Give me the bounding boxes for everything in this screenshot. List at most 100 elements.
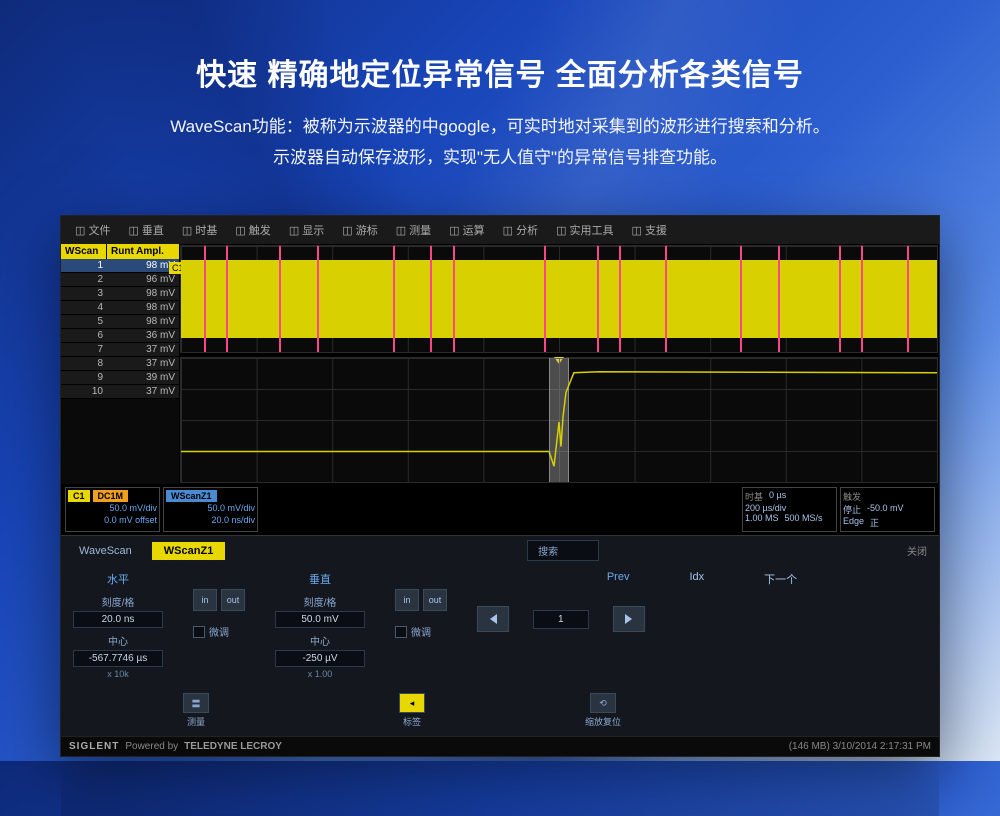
vert-scale-input[interactable]: 50.0 mV <box>275 611 365 628</box>
c1-offset: 0.0 mV offset <box>68 515 157 527</box>
menu-item[interactable]: ◫ 测量 <box>388 220 439 240</box>
event-marker <box>279 246 281 352</box>
table-row[interactable]: 296 mV <box>61 273 179 287</box>
event-marker <box>226 246 228 352</box>
timebase-box[interactable]: 时基0 µs 200 µs/div 1.00 MS500 MS/s <box>742 487 837 532</box>
triangle-right-icon <box>625 614 632 624</box>
horiz-out-button[interactable]: out <box>221 589 245 611</box>
menu-bar: ◫ 文件◫ 垂直◫ 时基◫ 触发◫ 显示◫ 游标◫ 测量◫ 运算◫ 分析◫ 实用… <box>61 216 939 244</box>
table-row[interactable]: 598 mV <box>61 315 179 329</box>
menu-item[interactable]: ◫ 垂直 <box>120 220 171 240</box>
next-button[interactable] <box>613 606 645 632</box>
table-row[interactable]: 636 mV <box>61 329 179 343</box>
menu-item[interactable]: ◫ 支援 <box>624 220 675 240</box>
table-row[interactable]: 198 mV <box>61 259 179 273</box>
table-col2: Runt Ampl. <box>107 244 179 259</box>
event-marker <box>453 246 455 352</box>
overview-chart[interactable]: C1 <box>180 245 938 353</box>
event-marker <box>317 246 319 352</box>
tab-wavescan[interactable]: WaveScan <box>67 542 144 560</box>
channel-info-bar: C1DC1M 50.0 mV/div 0.0 mV offset WScanZ1… <box>61 484 939 535</box>
reset-icon: ⟲ <box>590 693 616 713</box>
page-sub1: WaveScan功能：被称为示波器的中google，可实时地对采集到的波形进行搜… <box>20 112 980 143</box>
menu-item[interactable]: ◫ 游标 <box>334 220 385 240</box>
event-marker <box>544 246 546 352</box>
zoom-hscale: 20.0 ns/div <box>166 515 255 527</box>
event-marker <box>907 246 909 352</box>
tab-wscanz1[interactable]: WScanZ1 <box>152 542 226 560</box>
panel-tabs: WaveScan WScanZ1 搜索 关闭 <box>61 536 939 565</box>
results-table: WScan Runt Ampl. 198 mV296 mV398 mV498 m… <box>61 244 179 484</box>
table-header: WScan Runt Ampl. <box>61 244 179 259</box>
menu-item[interactable]: ◫ 分析 <box>495 220 546 240</box>
vert-header: 垂直 <box>275 571 365 587</box>
menu-item[interactable]: ◫ 触发 <box>227 220 278 240</box>
prev-button[interactable] <box>477 606 509 632</box>
search-field[interactable]: 搜索 <box>527 540 599 561</box>
table-row[interactable]: 737 mV <box>61 343 179 357</box>
waveform-area: C1 <box>179 244 939 484</box>
menu-item[interactable]: ◫ 文件 <box>67 220 118 240</box>
horiz-center-input[interactable]: -567.7746 µs <box>73 650 163 667</box>
vert-in-button[interactable]: in <box>395 589 419 611</box>
status-bar: SIGLENT Powered by TELEDYNE LECROY (146 … <box>61 736 939 756</box>
oscilloscope-window: ◫ 文件◫ 垂直◫ 时基◫ 触发◫ 显示◫ 游标◫ 测量◫ 运算◫ 分析◫ 实用… <box>60 215 940 757</box>
measure-icon: 〓 <box>183 693 209 713</box>
menu-item[interactable]: ◫ 运算 <box>441 220 492 240</box>
event-marker <box>430 246 432 352</box>
table-row[interactable]: 939 mV <box>61 371 179 385</box>
trigger-box[interactable]: 触发 停止-50.0 mV Edge正 <box>840 487 935 532</box>
waveform-band <box>181 260 937 338</box>
event-marker <box>839 246 841 352</box>
triangle-left-icon <box>490 614 497 624</box>
event-marker <box>778 246 780 352</box>
menu-item[interactable]: ◫ 实用工具 <box>548 220 621 240</box>
event-marker <box>665 246 667 352</box>
table-row[interactable]: 498 mV <box>61 301 179 315</box>
table-row[interactable]: 837 mV <box>61 357 179 371</box>
coupling-chip: DC1M <box>93 490 129 502</box>
event-marker <box>740 246 742 352</box>
measure-button[interactable]: 〓测量 <box>183 693 209 728</box>
zoom-chip: WScanZ1 <box>166 490 217 502</box>
zoom-vscale: 50.0 mV/div <box>166 503 255 515</box>
status-text: (146 MB) 3/10/2014 2:17:31 PM <box>789 741 931 752</box>
vertical-controls: 垂直 刻度/格 50.0 mV 中心 -250 µV x 1.00 <box>275 571 365 679</box>
event-marker <box>393 246 395 352</box>
label-button[interactable]: ◂标签 <box>399 693 425 728</box>
event-marker <box>204 246 206 352</box>
menu-item[interactable]: ◫ 显示 <box>281 220 332 240</box>
index-display[interactable]: 1 <box>533 610 589 629</box>
event-marker <box>619 246 621 352</box>
vert-center-input[interactable]: -250 µV <box>275 650 365 667</box>
horizontal-controls: 水平 刻度/格 20.0 ns 中心 -567.7746 µs x 10k <box>73 571 163 679</box>
page-header: 快速 精确地定位异常信号 全面分析各类信号 WaveScan功能：被称为示波器的… <box>0 0 1000 197</box>
horiz-fine-checkbox[interactable]: 微调 <box>193 624 245 639</box>
control-panel: WaveScan WScanZ1 搜索 关闭 水平 刻度/格 20.0 ns 中… <box>61 535 939 736</box>
horiz-scale-input[interactable]: 20.0 ns <box>73 611 163 628</box>
nav-controls: Prev Idx 下一个 1 <box>477 571 927 679</box>
horiz-in-button[interactable]: in <box>193 589 217 611</box>
page-sub2: 示波器自动保存波形，实现"无人值守"的异常信号排查功能。 <box>20 143 980 174</box>
waveform-trace <box>181 358 937 482</box>
c1-chip: C1 <box>68 490 90 502</box>
zoom-chart[interactable] <box>180 357 938 483</box>
menu-item[interactable]: ◫ 时基 <box>174 220 225 240</box>
c1-scale: 50.0 mV/div <box>68 503 157 515</box>
event-marker <box>861 246 863 352</box>
vert-fine-checkbox[interactable]: 微调 <box>395 624 447 639</box>
table-col1: WScan <box>61 244 107 259</box>
label-icon: ◂ <box>399 693 425 713</box>
action-icons: 〓测量 ◂标签 ⟲缩放复位 <box>61 689 939 736</box>
brand-logo: SIGLENT <box>69 741 119 752</box>
page-title: 快速 精确地定位异常信号 全面分析各类信号 <box>20 50 980 94</box>
vert-out-button[interactable]: out <box>423 589 447 611</box>
table-row[interactable]: 1037 mV <box>61 385 179 399</box>
c1-info-box[interactable]: C1DC1M 50.0 mV/div 0.0 mV offset <box>65 487 160 532</box>
horiz-header: 水平 <box>73 571 163 587</box>
zoom-reset-button[interactable]: ⟲缩放复位 <box>585 693 621 728</box>
close-button[interactable]: 关闭 <box>901 541 933 560</box>
table-row[interactable]: 398 mV <box>61 287 179 301</box>
zoom-info-box[interactable]: WScanZ1 50.0 mV/div 20.0 ns/div <box>163 487 258 532</box>
event-marker <box>597 246 599 352</box>
